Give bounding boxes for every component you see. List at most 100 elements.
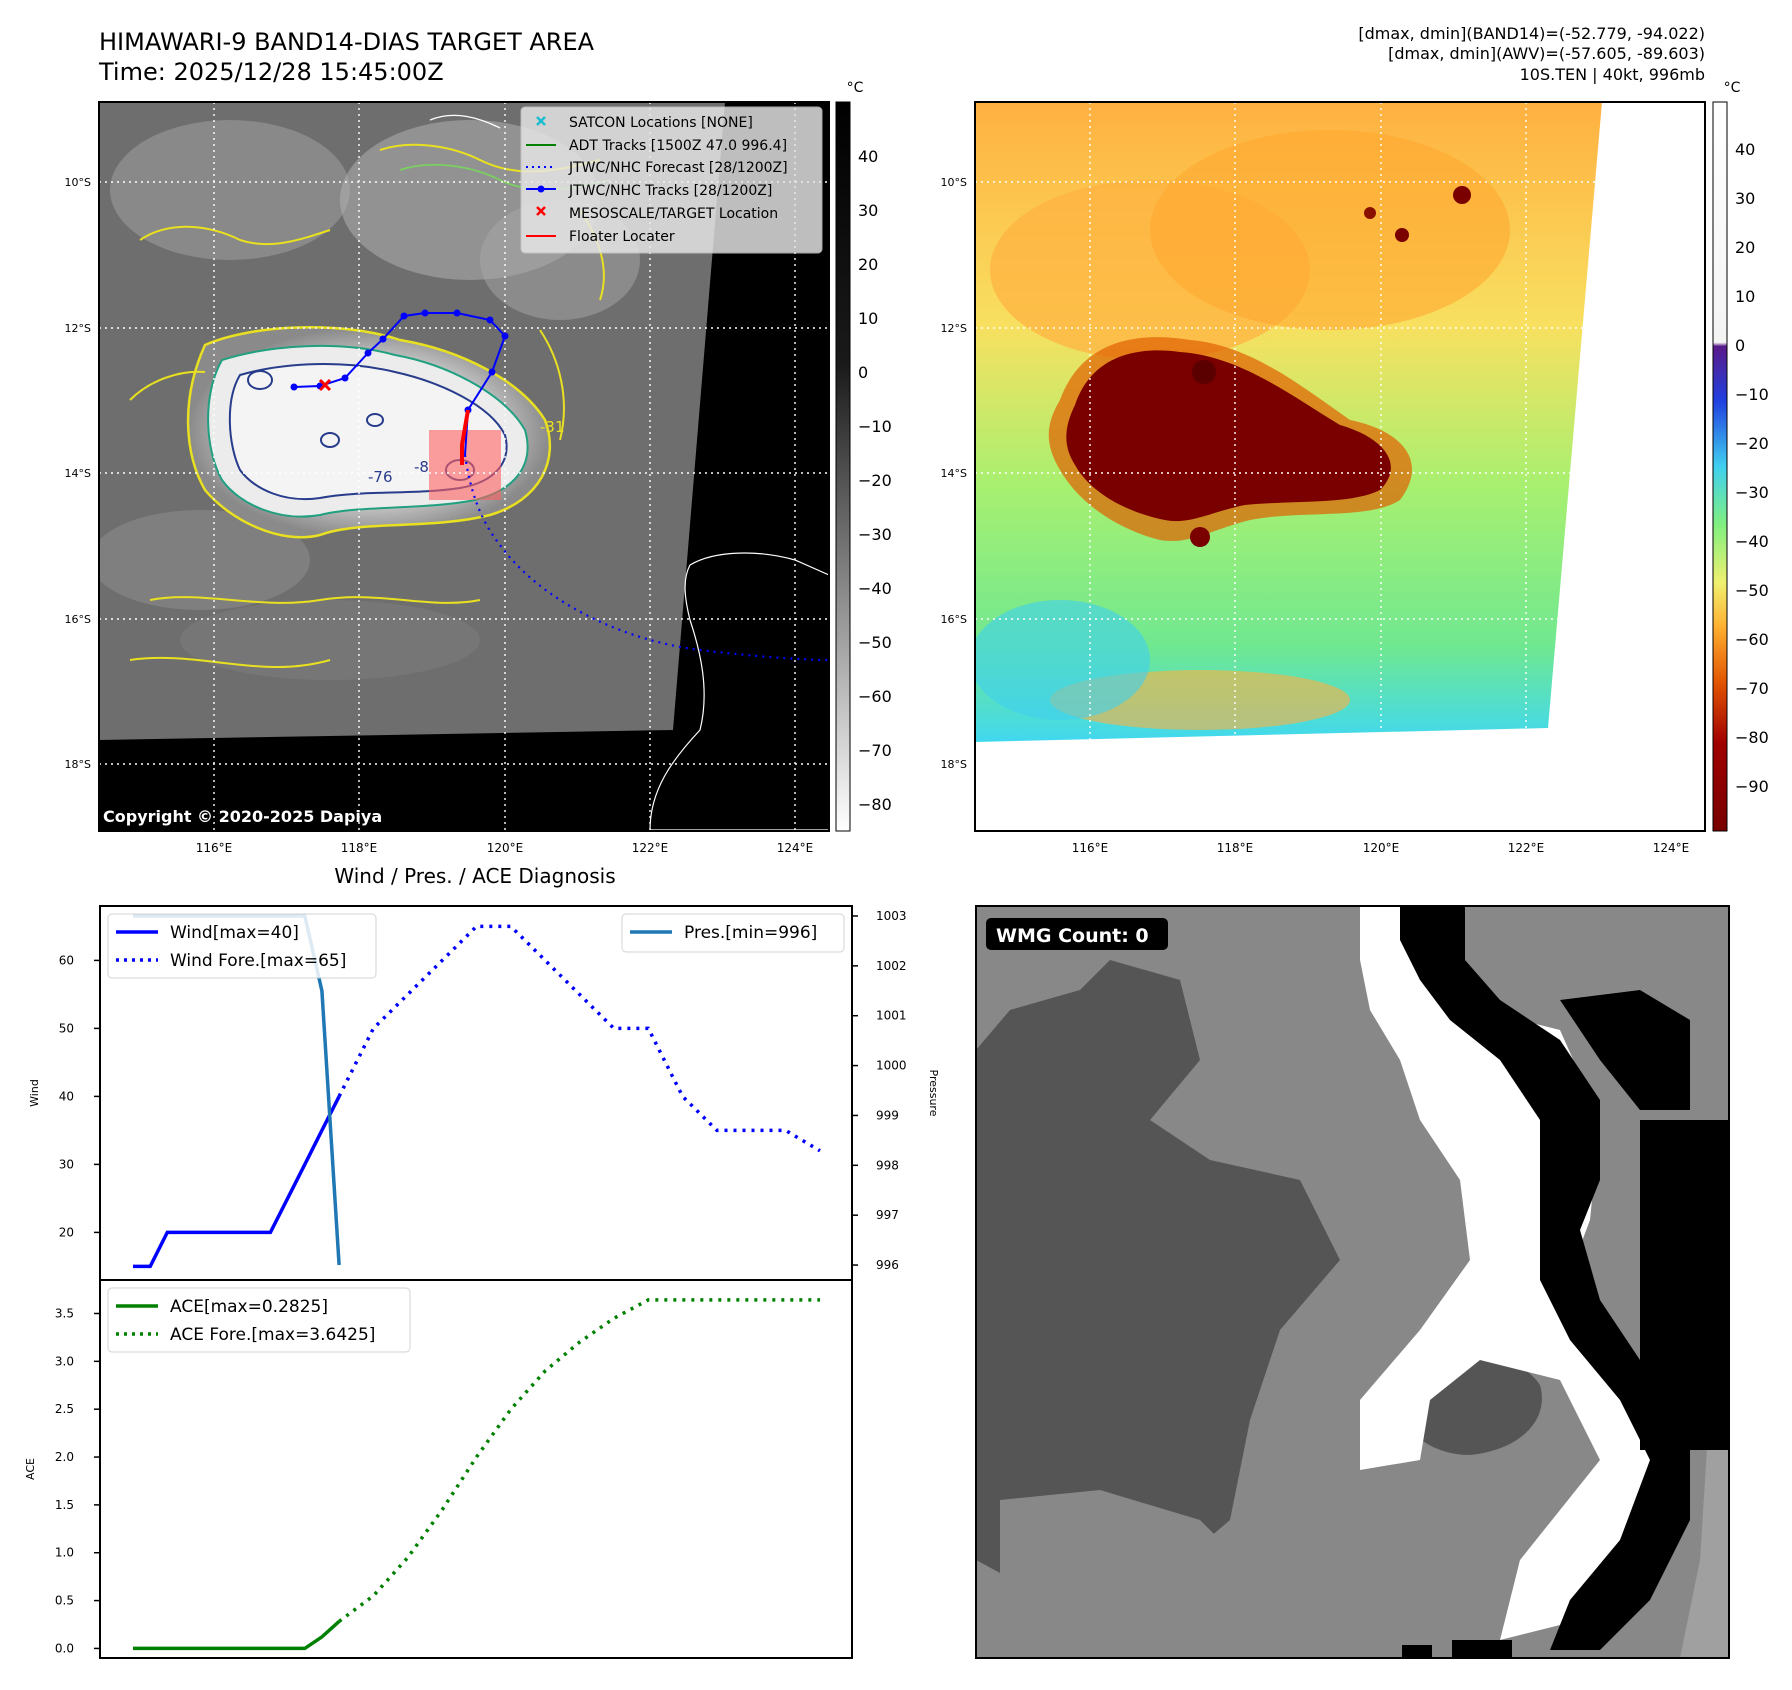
copyright-notice: Copyright © 2020-2025 Dapiya bbox=[103, 807, 382, 826]
ir-lon-label: 116°E bbox=[196, 841, 233, 855]
wind-tick-label: 30 bbox=[59, 1157, 74, 1171]
ace-axis-label: ACE bbox=[24, 1458, 37, 1480]
ir-lat-label: 10°S bbox=[65, 176, 91, 189]
legend-forecast-label: JTWC/NHC Forecast [28/1200Z] bbox=[568, 160, 788, 176]
ir-colorbar-tick: −80 bbox=[858, 795, 892, 814]
ir-lat-label: 12°S bbox=[65, 322, 91, 335]
ir-colorbar-tick: −60 bbox=[858, 687, 892, 706]
awv-colorbar-tick: −30 bbox=[1735, 483, 1769, 502]
legend-tracks-dot bbox=[537, 185, 545, 193]
ir-colorbar-tick: −40 bbox=[858, 579, 892, 598]
ace-tick-label: 3.5 bbox=[55, 1306, 74, 1320]
legend-target-label: MESOSCALE/TARGET Location bbox=[569, 206, 778, 222]
pressure-tick-label: 1001 bbox=[876, 1009, 907, 1023]
ir-colorbar-tick: −10 bbox=[858, 417, 892, 436]
awv-colorbar-unit: °C bbox=[1724, 80, 1741, 96]
ir-colorbar-tick: 20 bbox=[858, 255, 878, 274]
legend-target-marker bbox=[536, 206, 546, 216]
legend-ace-label: ACE[max=0.2825] bbox=[170, 1297, 328, 1317]
awv-lat-labels: 10°S 12°S 14°S 16°S 18°S bbox=[941, 176, 967, 771]
ace-tick-label: 0.5 bbox=[55, 1594, 74, 1608]
awv-colorbar-tick: 20 bbox=[1735, 238, 1755, 257]
wind-tick-label: 60 bbox=[59, 953, 74, 967]
figure-title: HIMAWARI-9 BAND14-DIAS TARGET AREA bbox=[99, 28, 595, 56]
ace-chart: 0.0 0.5 1.0 1.5 2.0 2.5 3.0 3.5 ACE ACE[max=0.2… bbox=[24, 1279, 853, 1659]
storm-summary: 10S.TEN | 40kt, 996mb bbox=[1520, 65, 1705, 84]
wind-pressure-chart: Wind / Pres. / ACE Diagnosis 2030405060 … bbox=[28, 864, 940, 1281]
awv-colorbar bbox=[1712, 101, 1728, 832]
wind-tick-label: 40 bbox=[59, 1089, 74, 1103]
ir-colorbar-ticks: 40 30 20 10 0 −10 −20 −30 −40 −50 −60 −7… bbox=[858, 147, 892, 814]
ace-series bbox=[133, 1298, 820, 1651]
ir-lat-label: 18°S bbox=[65, 758, 91, 771]
awv-lon-label: 116°E bbox=[1072, 841, 1109, 855]
awv-lon-label: 124°E bbox=[1653, 841, 1690, 855]
awv-colorbar-tick: −10 bbox=[1735, 385, 1769, 404]
awv-lat-label: 10°S bbox=[941, 176, 967, 189]
awv-lat-label: 18°S bbox=[941, 758, 967, 771]
awv-gridlines bbox=[975, 102, 1705, 742]
awv-lon-label: 120°E bbox=[1363, 841, 1400, 855]
ace-observed-line bbox=[133, 1620, 341, 1651]
wind-observed-line bbox=[133, 1095, 341, 1269]
ir-lat-label: 14°S bbox=[65, 467, 91, 480]
contour-label-31: -31 bbox=[540, 418, 565, 436]
wmg-dark-region bbox=[976, 960, 1340, 1600]
pressure-tick-label: 1002 bbox=[876, 959, 907, 973]
awv-colorbar-ticks: 40 30 20 10 0 −10 −20 −30 −40 −50 −60 −7… bbox=[1735, 140, 1769, 796]
ir-lon-label: 120°E bbox=[487, 841, 524, 855]
ace-tick-label: 1.5 bbox=[55, 1498, 74, 1512]
jtwc-track-points bbox=[290, 309, 509, 414]
pressure-y-ticks: 996 997 998 999 1000 1001 1002 1003 bbox=[852, 909, 907, 1272]
wind-legend: Wind[max=40] Wind Fore.[max=65] bbox=[107, 913, 377, 979]
awv-map-frame bbox=[974, 101, 1706, 832]
coastline-australia bbox=[649, 552, 829, 831]
ir-lon-label: 122°E bbox=[632, 841, 669, 855]
pressure-tick-label: 1003 bbox=[876, 909, 907, 923]
ir-map-frame bbox=[98, 101, 830, 832]
ir-colorbar-tick: 40 bbox=[858, 147, 878, 166]
contour-label-76: -76 bbox=[368, 468, 393, 486]
ir-lon-label: 118°E bbox=[341, 841, 378, 855]
ir-colorbar-tick: −70 bbox=[858, 741, 892, 760]
awv-colorbar-tick: −20 bbox=[1735, 434, 1769, 453]
ir-colorbar-tick: 10 bbox=[858, 309, 878, 328]
legend-pressure-label: Pres.[min=996] bbox=[684, 923, 817, 943]
awv-map-panel: 10°S 12°S 14°S 16°S 18°S 116°E 118°E 120… bbox=[941, 80, 1769, 855]
wmg-black-band bbox=[1400, 906, 1690, 1650]
awv-lon-labels: 116°E 118°E 120°E 122°E 124°E bbox=[1072, 841, 1690, 855]
wind-axis-label: Wind bbox=[28, 1079, 41, 1107]
pressure-tick-label: 999 bbox=[876, 1108, 899, 1122]
ir-lon-labels: 116°E 118°E 120°E 122°E 124°E bbox=[196, 841, 814, 855]
ir-map-panel: -31 -76 -8 Copyright © 2020-2025 Dapiya … bbox=[65, 80, 892, 855]
wind-forecast-line bbox=[337, 924, 821, 1153]
ir-lat-label: 16°S bbox=[65, 613, 91, 626]
legend-satcon-marker bbox=[536, 116, 546, 126]
pressure-axis-label: Pressure bbox=[927, 1070, 940, 1117]
wind-tick-label: 50 bbox=[59, 1021, 74, 1035]
awv-lat-label: 16°S bbox=[941, 613, 967, 626]
awv-colorbar-tick: 10 bbox=[1735, 287, 1755, 306]
legend-wind-label: Wind[max=40] bbox=[170, 923, 299, 943]
awv-colorbar-tick: −90 bbox=[1735, 777, 1769, 796]
pressure-tick-label: 1000 bbox=[876, 1059, 907, 1073]
awv-colorbar-tick: −40 bbox=[1735, 532, 1769, 551]
legend-tracks-label: JTWC/NHC Tracks [28/1200Z] bbox=[568, 183, 772, 199]
pressure-tick-label: 998 bbox=[876, 1158, 899, 1172]
awv-lat-label: 12°S bbox=[941, 322, 967, 335]
ace-tick-label: 2.0 bbox=[55, 1450, 74, 1464]
ir-lat-labels: 10°S 12°S 14°S 16°S 18°S bbox=[65, 176, 91, 771]
legend-adt-label: ADT Tracks [1500Z 47.0 996.4] bbox=[569, 138, 787, 154]
ace-legend: ACE[max=0.2825] ACE Fore.[max=3.6425] bbox=[107, 1287, 411, 1353]
awv-cold-core bbox=[1066, 350, 1391, 522]
awv-colorbar-tick: 40 bbox=[1735, 140, 1755, 159]
stats-awv: [dmax, dmin](AWV)=(-57.605, -89.603) bbox=[1388, 44, 1705, 63]
diagnosis-title: Wind / Pres. / ACE Diagnosis bbox=[334, 864, 615, 888]
ir-colorbar-tick: −30 bbox=[858, 525, 892, 544]
awv-lon-label: 118°E bbox=[1217, 841, 1254, 855]
legend-wind-forecast-label: Wind Fore.[max=65] bbox=[170, 951, 346, 971]
awv-colorbar-tick: −80 bbox=[1735, 728, 1769, 747]
awv-colorbar-tick: −60 bbox=[1735, 630, 1769, 649]
ir-colorbar bbox=[835, 101, 851, 832]
